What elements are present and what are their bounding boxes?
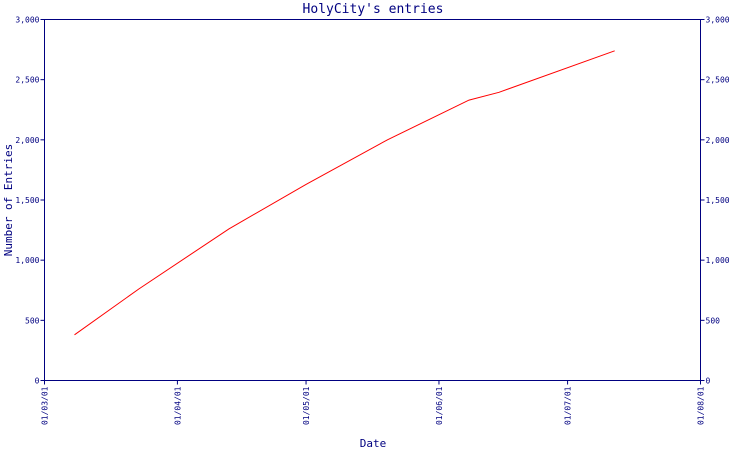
chart-title: HolyCity's entries [303,2,444,17]
y-tick-label-right: 3,000 [706,16,730,25]
x-axis-label: Date [360,437,387,450]
y-tick-label-left: 1,000 [15,256,39,265]
y-axis-right: 0 500 1,000 1,500 2,000 2,500 3,000 [700,16,730,386]
y-tick-label-left: 3,000 [15,16,39,25]
series-layer [74,50,615,336]
x-axis: 01/03/01 01/04/01 01/05/01 01/06/01 01/07/01… [41,380,706,425]
y-tick-label-right: 1,500 [706,196,730,205]
y-tick-label-right: 2,500 [706,76,730,85]
series-line [74,50,615,336]
y-tick-label-left: 1,500 [15,196,39,205]
x-tick-label: 01/07/01 [564,386,573,425]
y-tick-label-right: 500 [706,316,721,325]
y-tick-label-right: 2,000 [706,136,730,145]
x-tick-label: 01/05/01 [302,386,311,425]
x-tick-label: 01/04/01 [173,386,182,425]
y-tick-label-left: 500 [25,316,40,325]
y-tick-label-left: 0 [35,377,40,386]
x-tick-label: 01/03/01 [41,386,50,425]
y-tick-label-right: 1,000 [706,256,730,265]
x-tick-label: 01/08/01 [697,386,706,425]
y-tick-label-right: 0 [706,377,711,386]
y-axis-left: 0 500 1,000 1,500 2,000 2,500 3,000 [15,16,45,386]
plot-frame [44,19,701,381]
y-tick-label-left: 2,000 [15,136,39,145]
y-tick-label-left: 2,500 [15,76,39,85]
x-tick-label: 01/06/01 [435,386,444,425]
y-axis-label: Number of Entries [2,144,15,257]
